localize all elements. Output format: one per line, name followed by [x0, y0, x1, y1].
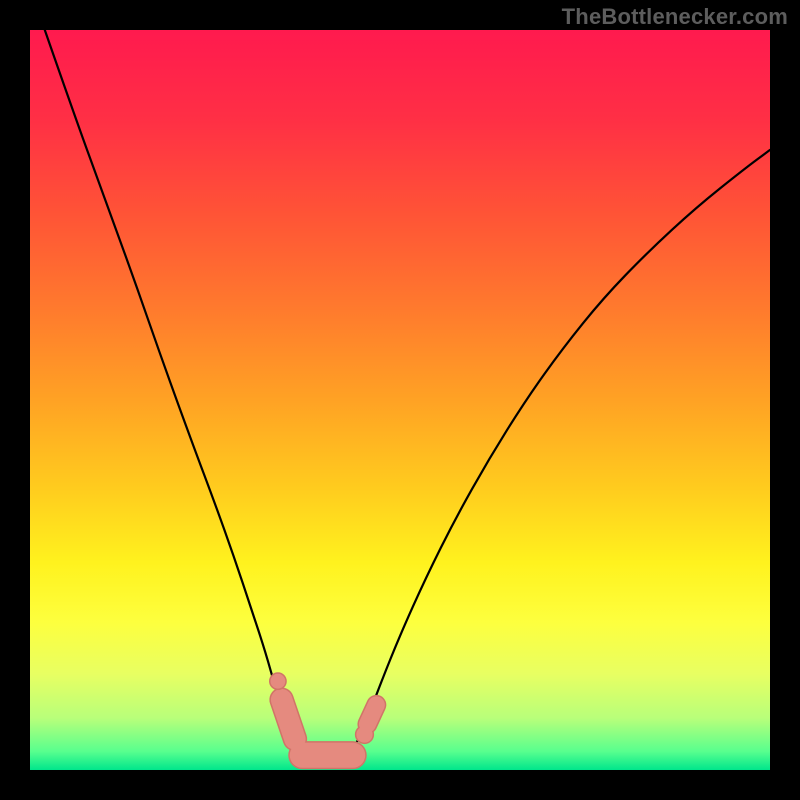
bottleneck-chart: [0, 0, 800, 800]
marker-capsule: [367, 705, 376, 724]
plot-background: [30, 30, 770, 770]
marker-capsule: [282, 700, 295, 739]
marker-dot: [270, 673, 286, 689]
watermark-text: TheBottlenecker.com: [562, 4, 788, 30]
